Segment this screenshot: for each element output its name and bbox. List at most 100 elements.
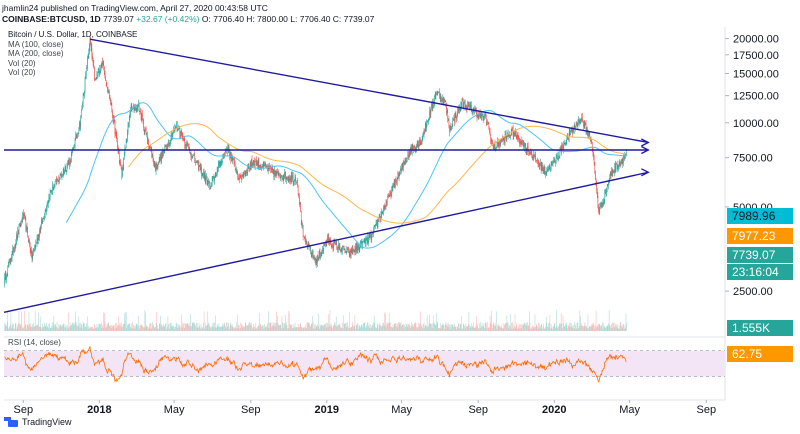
volume-bar (299, 324, 301, 331)
volume-bar (568, 322, 570, 331)
footer[interactable]: TradingView (4, 417, 72, 427)
candle (593, 156, 595, 165)
volume-bar (392, 327, 393, 331)
candle (182, 135, 184, 141)
candle (47, 204, 48, 205)
candle (346, 249, 348, 252)
candle (281, 176, 283, 180)
volume-bar (464, 328, 466, 331)
volume-bar (189, 326, 190, 331)
candle (189, 148, 190, 153)
volume-bar (383, 325, 385, 331)
candle (179, 128, 181, 135)
volume-bar (26, 325, 28, 331)
candle (566, 136, 567, 141)
volume-bar (378, 328, 379, 331)
candle (298, 193, 300, 197)
candle (611, 170, 612, 176)
candle (200, 167, 202, 171)
volume-bar (274, 323, 275, 331)
candle (267, 167, 268, 172)
candle (112, 115, 114, 122)
candle (302, 225, 303, 227)
candle (568, 138, 569, 140)
volume-bar (572, 328, 574, 331)
volume-bar (344, 323, 345, 331)
volume-bar (350, 327, 351, 331)
candle (471, 109, 473, 113)
volume-bar (185, 323, 187, 331)
price-label: 7739.07 (732, 248, 776, 262)
volume-bar (10, 312, 12, 331)
volume-bar (617, 323, 619, 331)
candle (14, 244, 16, 249)
candle (426, 122, 427, 129)
candle (100, 67, 102, 69)
volume-bar (231, 325, 232, 331)
candle (345, 251, 347, 252)
candle (48, 197, 50, 203)
volume-bar (64, 324, 66, 331)
candle (502, 139, 503, 142)
candle (482, 113, 484, 121)
candle (208, 181, 209, 184)
candle (314, 257, 315, 260)
candle (616, 163, 617, 165)
candle (301, 211, 302, 222)
candle (467, 103, 468, 107)
candle (273, 171, 275, 177)
candle (368, 236, 369, 243)
volume-bar (49, 323, 50, 331)
volume-bar (226, 322, 228, 331)
volume-bar (507, 322, 508, 331)
volume-bar (106, 324, 108, 331)
candle (418, 143, 419, 148)
volume-bar (565, 324, 566, 331)
candle (213, 176, 215, 181)
volume-bar (118, 316, 119, 331)
candle (410, 150, 411, 154)
candle (550, 162, 552, 170)
volume-bar (129, 323, 131, 331)
volume-bar (57, 328, 59, 331)
candle (76, 135, 77, 139)
volume-bar (564, 326, 566, 331)
candle (26, 226, 27, 231)
volume-bar (351, 326, 353, 331)
volume-bar (236, 322, 237, 331)
volume-bar (372, 325, 373, 331)
volume-bar (615, 325, 616, 331)
volume-bar (583, 326, 585, 331)
candle (594, 164, 596, 172)
volume-bar (407, 324, 409, 331)
volume-bar (266, 325, 268, 331)
volume-bar (298, 327, 300, 331)
candle (465, 105, 467, 108)
candle (429, 110, 430, 119)
candle (423, 134, 424, 136)
rsi-line (4, 345, 627, 383)
volume-bar (330, 325, 331, 331)
volume-bar (237, 314, 238, 331)
candle (483, 118, 485, 121)
candle (83, 94, 85, 96)
volume-bar (443, 324, 444, 331)
volume-bar (172, 324, 174, 331)
volume-bar (400, 322, 402, 331)
candle (62, 170, 64, 175)
volume-bar (294, 322, 296, 331)
candle (313, 256, 314, 258)
volume-bar (297, 327, 298, 331)
volume-bar (505, 323, 506, 331)
volume-bar (376, 328, 377, 331)
candle (583, 120, 585, 127)
candle (59, 178, 60, 181)
volume-bar (314, 328, 316, 331)
candle (319, 251, 320, 258)
candle (550, 169, 551, 171)
candle (140, 111, 142, 120)
candle (107, 90, 109, 93)
candle (32, 254, 33, 260)
candle (240, 174, 242, 178)
